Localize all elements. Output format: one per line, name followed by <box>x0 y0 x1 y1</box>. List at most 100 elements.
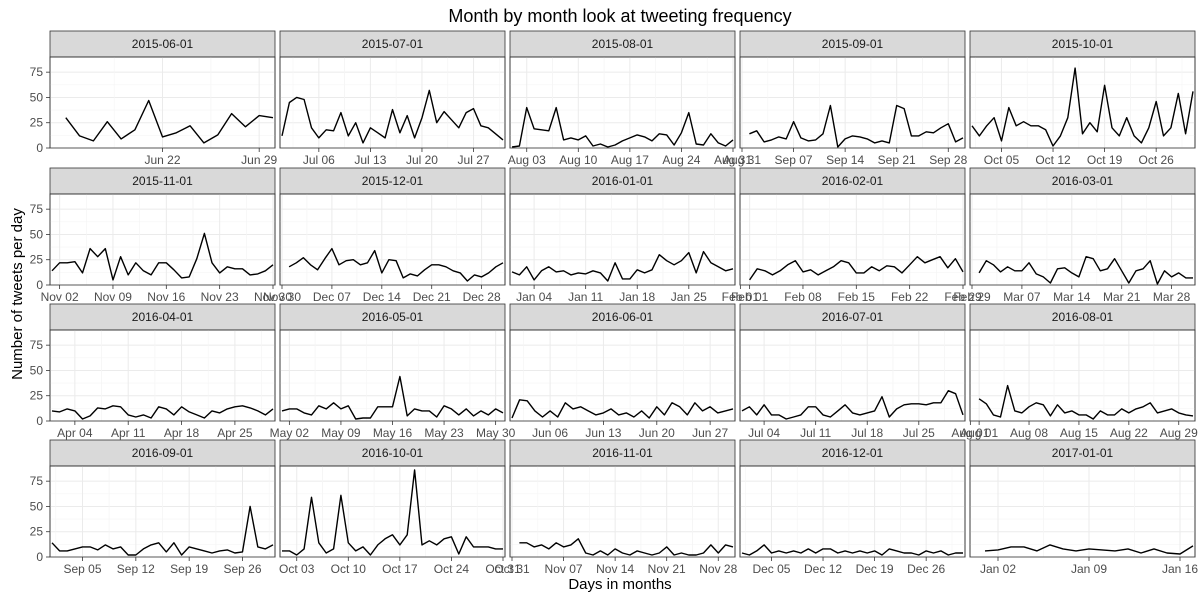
series-line-2016-06-01 <box>511 399 734 419</box>
x-tick-label: Feb 29 <box>953 290 991 304</box>
plot-border <box>509 329 736 422</box>
plot-area-2015-07-01 <box>279 56 506 149</box>
x-tick-label: Aug 17 <box>611 153 649 167</box>
x-tick-label: Mar 21 <box>1103 290 1141 304</box>
x-axis-2017-01-01: Jan 02 Jan 09 Jan 16 <box>980 557 1198 576</box>
x-tick-label: Mar 28 <box>1153 290 1191 304</box>
x-tick-label: Aug 03 <box>508 153 546 167</box>
x-tick-label: Feb 01 <box>722 290 760 304</box>
x-tick-label: Apr 25 <box>217 426 253 440</box>
facet-panel-2016-07-01: 2016-07-01 Jul 04 Jul 11 Jul 18 Jul 25 Aug 01 <box>739 303 990 440</box>
facet-panel-2016-09-01: 2016-09-01 Sep 05 Sep 12 Sep 19 Sep 26 0 25 50 7… <box>30 439 276 576</box>
plot-area-2015-09-01 <box>739 56 966 149</box>
x-tick-label: Oct 10 <box>331 562 367 576</box>
x-axis-2016-10-01: Oct 03 Oct 10 Oct 17 Oct 24 Oct 31 <box>279 557 521 576</box>
facet-panel-2016-11-01: 2016-11-01 Oct 31 Nov 07 Nov 14 Nov 21 Nov 28 <box>494 439 738 576</box>
x-axis-2015-06-01: Jun 22 Jun 29 <box>144 148 278 167</box>
facet-strip-2015-08-01 <box>509 30 736 58</box>
facet-strip-label-2016-10-01: 2016-10-01 <box>362 446 424 460</box>
x-tick-label: Aug 24 <box>662 153 700 167</box>
facet-panel-2016-01-01: 2016-01-01 Jan 04 Jan 11 Jan 18 Jan 25 Feb 01 <box>509 167 760 304</box>
x-tick-label: Sep 14 <box>826 153 864 167</box>
facet-panel-2015-12-01: 2015-12-01 Nov 30 Dec 07 Dec 14 Dec 21 Dec 28 <box>263 167 506 304</box>
x-tick-label: Aug 29 <box>1160 426 1198 440</box>
facet-strip-label-2016-08-01: 2016-08-01 <box>1052 310 1114 324</box>
facet-panel-2016-12-01: 2016-12-01 Dec 05 Dec 12 Dec 19 Dec 26 <box>739 439 966 576</box>
series-line-2015-11-01 <box>51 232 274 281</box>
x-tick-label: Feb 22 <box>891 290 929 304</box>
x-axis-2016-06-01: Jun 06 Jun 13 Jun 20 Jun 27 <box>532 421 728 440</box>
x-tick-label: Jun 22 <box>144 153 180 167</box>
x-tick-label: Feb 08 <box>784 290 822 304</box>
x-tick-label: Apr 18 <box>164 426 200 440</box>
x-tick-label: Oct 19 <box>1087 153 1123 167</box>
facet-strip-label-2015-08-01: 2015-08-01 <box>592 37 654 51</box>
x-tick-label: Jul 18 <box>851 426 883 440</box>
x-tick-label: May 23 <box>424 426 464 440</box>
plot-area-2016-06-01 <box>509 329 736 422</box>
x-tick-label: Nov 21 <box>648 562 686 576</box>
plot-area-2016-03-01 <box>969 193 1196 286</box>
y-tick-label: 50 <box>30 499 44 513</box>
facet-strip-2015-06-01 <box>49 30 276 58</box>
x-tick-label: Sep 26 <box>223 562 261 576</box>
facet-panel-2016-02-01: 2016-02-01 Feb 01 Feb 08 Feb 15 Feb 22 Feb 29 <box>731 167 982 304</box>
x-tick-label: Jun 06 <box>532 426 568 440</box>
series-line-2017-01-01 <box>984 544 1194 555</box>
x-tick-label: Aug 01 <box>960 426 998 440</box>
plot-border <box>509 193 736 286</box>
facet-strip-label-2017-01-01: 2017-01-01 <box>1052 446 1114 460</box>
facet-strip-label-2016-11-01: 2016-11-01 <box>592 446 653 460</box>
x-axis-2016-09-01: Sep 05 Sep 12 Sep 19 Sep 26 <box>63 557 262 576</box>
facet-strip-2015-07-01 <box>279 30 506 58</box>
facet-strip-label-2016-12-01: 2016-12-01 <box>822 446 884 460</box>
x-tick-label: Jan 04 <box>516 290 552 304</box>
y-tick-label: 50 <box>30 90 44 104</box>
facet-strip-2015-11-01 <box>49 167 276 195</box>
plot-border <box>739 56 966 149</box>
facet-strip-2016-11-01 <box>509 439 736 467</box>
plot-area-2016-12-01 <box>739 465 966 558</box>
facet-strip-2015-10-01 <box>969 30 1196 58</box>
facet-panel-2015-09-01: 2015-09-01 Aug 31 Sep 07 Sep 14 Sep 21 Sep 28 <box>723 30 968 167</box>
facet-panel-2017-01-01: 2017-01-01 Jan 02 Jan 09 Jan 16 <box>969 439 1198 576</box>
plot-area-2016-01-01 <box>509 193 736 286</box>
x-tick-label: Nov 23 <box>201 290 239 304</box>
facet-strip-label-2015-11-01: 2015-11-01 <box>132 174 193 188</box>
x-axis-2015-12-01: Nov 30 Dec 07 Dec 14 Dec 21 Dec 28 <box>263 285 501 304</box>
x-tick-label: Nov 09 <box>94 290 132 304</box>
facet-strip-2015-12-01 <box>279 167 506 195</box>
plot-border <box>509 465 736 558</box>
facet-strip-label-2016-03-01: 2016-03-01 <box>1052 174 1114 188</box>
x-tick-label: Jul 20 <box>406 153 438 167</box>
y-tick-label: 75 <box>30 65 44 79</box>
x-axis-2016-03-01: Feb 29 Mar 07 Mar 14 Mar 21 Mar 28 <box>953 285 1191 304</box>
x-tick-label: Oct 17 <box>382 562 418 576</box>
facet-panel-2016-04-01: 2016-04-01 Apr 04 Apr 11 Apr 18 Apr 25 0 25 50 7… <box>30 303 276 440</box>
x-tick-label: Jun 27 <box>692 426 728 440</box>
facet-strip-2016-08-01 <box>969 303 1196 331</box>
plot-border <box>969 56 1196 149</box>
plot-area-2015-08-01 <box>509 56 736 149</box>
gridlines-2015-11-01 <box>50 194 275 286</box>
y-axis-row-4: 0 25 50 75 <box>30 474 50 564</box>
x-tick-label: Jan 16 <box>1162 562 1198 576</box>
x-tick-label: Oct 24 <box>434 562 470 576</box>
x-tick-label: Jul 04 <box>748 426 780 440</box>
x-tick-label: Nov 30 <box>263 290 301 304</box>
facet-panel-2016-08-01: 2016-08-01 Aug 01 Aug 08 Aug 15 Aug 22 Aug 29 <box>960 303 1198 440</box>
facet-strip-2016-01-01 <box>509 167 736 195</box>
y-tick-label: 75 <box>30 474 44 488</box>
x-tick-label: Oct 03 <box>279 562 315 576</box>
plot-border <box>279 465 506 558</box>
facet-strip-label-2016-06-01: 2016-06-01 <box>592 310 654 324</box>
series-line-2016-11-01 <box>519 538 734 556</box>
facet-strip-2016-05-01 <box>279 303 506 331</box>
x-tick-label: Apr 04 <box>57 426 93 440</box>
y-axis-row-2: 0 25 50 75 <box>30 202 50 292</box>
plot-area-2015-11-01 <box>49 193 276 286</box>
x-tick-label: Jan 11 <box>568 290 603 304</box>
plot-border <box>969 329 1196 422</box>
gridlines-2016-04-01 <box>50 330 275 422</box>
